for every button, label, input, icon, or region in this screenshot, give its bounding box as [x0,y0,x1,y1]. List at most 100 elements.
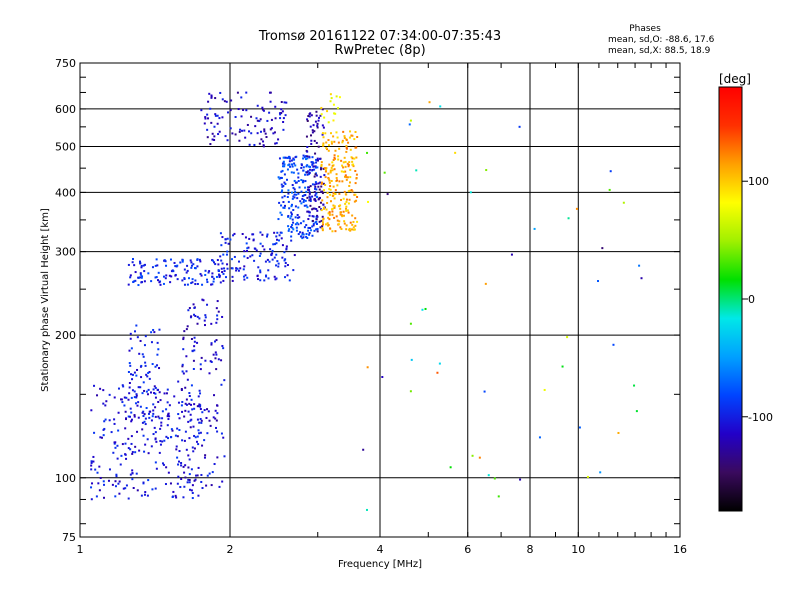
data-point [294,216,297,219]
data-point [313,207,316,210]
data-point [144,417,147,420]
data-point [321,124,324,127]
data-point [329,200,332,203]
data-point [300,164,303,167]
data-point [313,139,316,142]
data-point [351,134,354,137]
data-point [259,271,262,274]
data-point [282,117,285,120]
data-point [308,173,311,176]
data-point [190,398,193,401]
data-point [345,205,348,208]
data-point [356,220,359,223]
data-point [329,193,332,196]
data-point [343,190,346,193]
data-point [306,119,309,122]
data-point [334,189,337,192]
data-point [134,271,137,274]
data-point [244,274,247,277]
data-point [217,358,220,361]
data-point [198,421,201,424]
data-point [188,392,191,395]
data-point [351,214,354,217]
data-point [154,415,157,418]
data-point [131,469,134,472]
data-point [152,388,155,391]
data-point [139,386,142,389]
data-point [310,139,313,142]
data-point [302,157,305,160]
data-point [211,471,214,474]
data-point [125,457,128,460]
data-point [285,247,288,250]
data-point [277,239,280,242]
data-point [131,261,134,264]
data-point [214,417,217,420]
data-point [342,170,345,173]
data-point [276,231,279,234]
data-point [325,147,328,150]
data-point [327,121,330,124]
data-point [226,237,229,240]
data-point [189,259,192,262]
data-point [213,394,216,397]
data-point [194,478,197,481]
data-point [428,101,431,104]
data-point [328,188,331,191]
data-point [326,196,329,199]
data-point [332,159,335,162]
data-point [300,179,303,182]
data-point [233,232,236,235]
data-point [337,141,340,144]
data-point [181,279,184,282]
data-point [284,276,287,279]
data-point [281,110,284,113]
data-point [356,195,359,198]
data-point [134,330,137,333]
data-point [320,219,323,222]
data-point [586,475,589,478]
data-point [224,135,227,138]
data-point [139,405,142,408]
data-point [612,343,615,346]
data-point [328,212,331,215]
data-point [318,196,321,199]
data-point [175,496,178,499]
data-point [247,246,250,249]
data-point [281,256,284,259]
data-point [277,262,280,265]
data-point [282,201,285,204]
data-point [165,466,168,469]
data-point [331,161,334,164]
data-point [314,152,317,155]
data-point [317,116,320,119]
data-point [310,229,313,232]
data-point [296,168,299,171]
data-point [177,475,180,478]
data-point [304,199,307,202]
data-point [185,271,188,274]
data-point [187,454,190,457]
data-point [284,258,287,261]
data-point [129,407,132,410]
data-point [174,434,177,437]
data-point [133,390,136,393]
data-point [326,191,329,194]
data-point [158,281,161,284]
data-point [322,182,325,185]
data-point [248,143,251,146]
data-point [300,202,303,205]
data-point [216,259,219,262]
data-point [321,108,324,111]
data-point [95,495,98,498]
data-point [274,278,277,281]
data-point [280,183,283,186]
data-point [354,224,357,227]
data-point [353,228,356,231]
data-point [303,226,306,229]
data-point [118,492,121,495]
data-point [313,168,316,171]
data-point [184,409,187,412]
data-point [161,462,164,465]
data-point [134,445,137,448]
